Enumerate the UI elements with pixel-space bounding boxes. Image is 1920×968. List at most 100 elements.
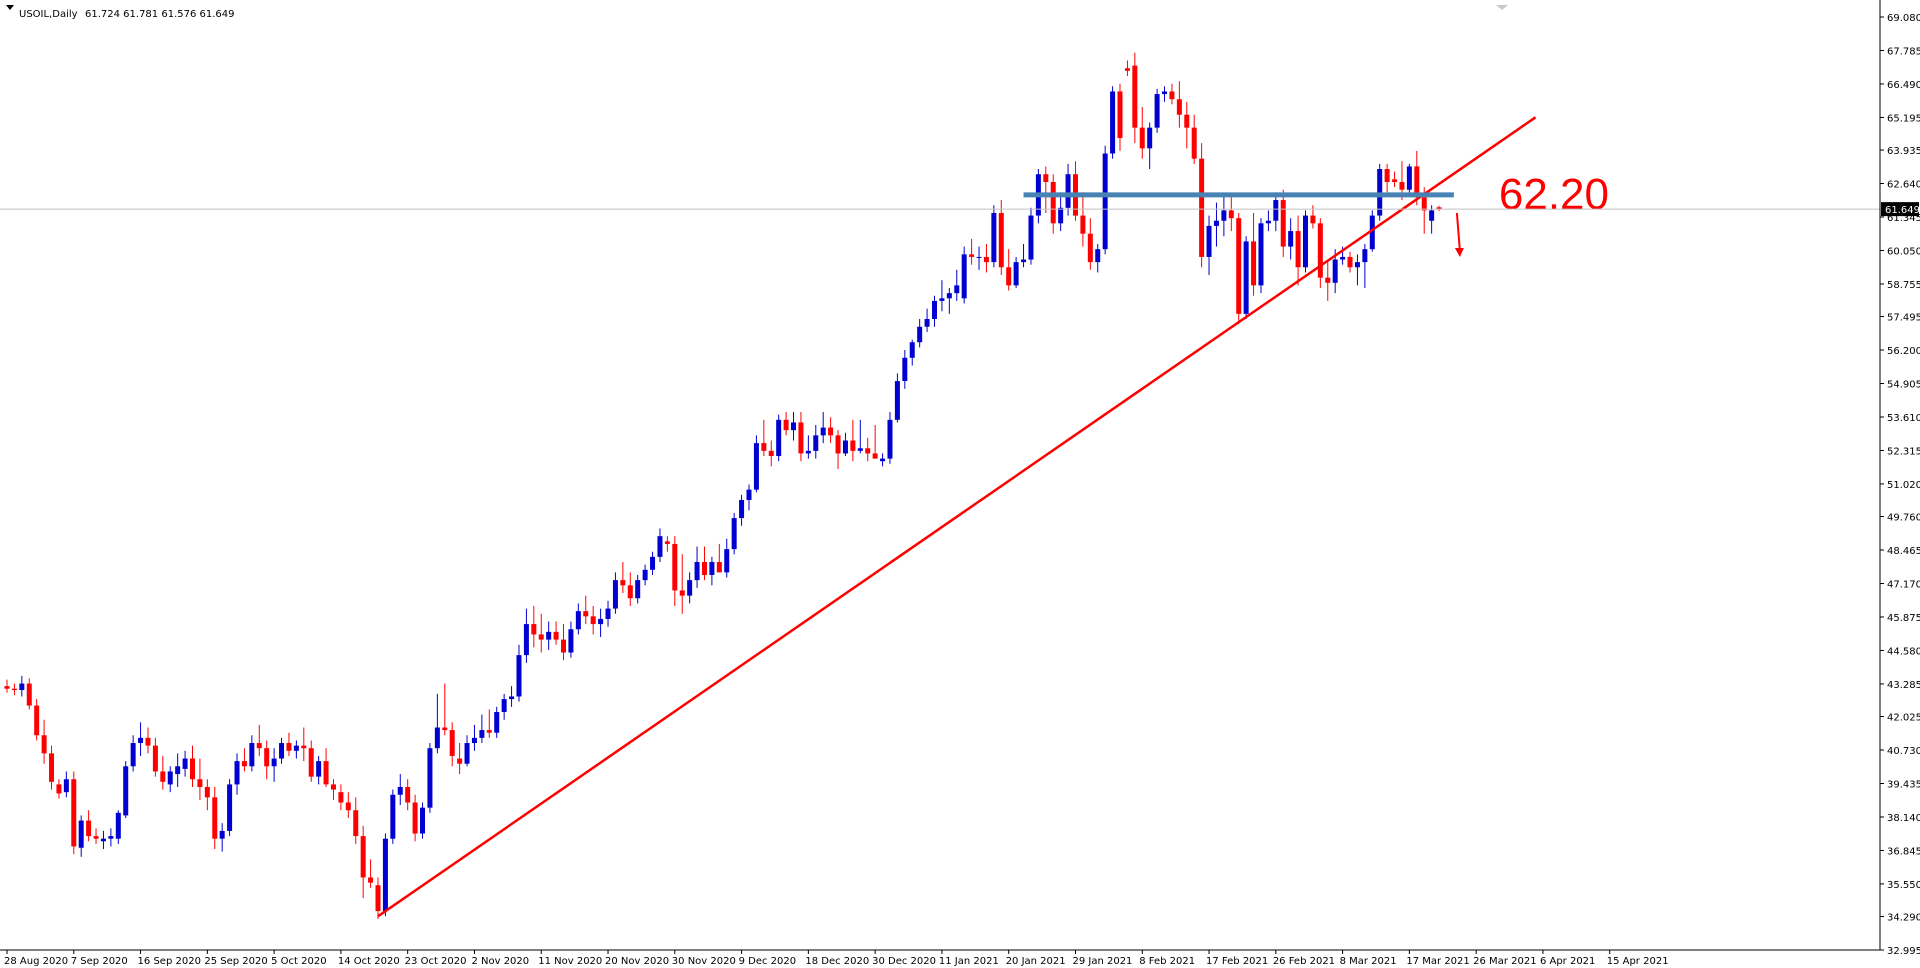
- candle-body: [605, 608, 611, 619]
- y-tick-label: 38.140: [1887, 813, 1920, 824]
- candle-body: [1013, 262, 1019, 286]
- candle-body: [1429, 210, 1435, 221]
- candle-body: [264, 748, 270, 767]
- candle-body: [679, 590, 685, 596]
- candle-body: [642, 569, 648, 581]
- candle-body: [1258, 223, 1264, 286]
- candle-body: [286, 743, 292, 751]
- candle-body: [553, 631, 559, 640]
- y-tick-label: 48.465: [1887, 546, 1920, 557]
- candle-body: [672, 543, 678, 591]
- y-tick-label: 36.845: [1887, 846, 1920, 857]
- candle-body: [1087, 233, 1093, 263]
- y-tick-label: 67.785: [1887, 46, 1920, 57]
- x-tick-label: 16 Sep 2020: [138, 956, 201, 967]
- candle-body: [375, 885, 381, 912]
- candle-body: [887, 419, 893, 459]
- candle-body: [939, 298, 945, 301]
- candle-body: [41, 735, 47, 754]
- scroll-marker-icon[interactable]: [1496, 5, 1508, 10]
- candle-body: [701, 562, 707, 575]
- y-tick-label: 52.315: [1887, 446, 1920, 457]
- candle-body: [917, 326, 923, 343]
- x-tick-label: 8 Mar 2021: [1340, 956, 1397, 967]
- x-tick-label: 25 Sep 2020: [204, 956, 267, 967]
- y-axis: 69.080 67.785 66.490 65.195 63.935 62.640 61.3…: [1879, 0, 1920, 957]
- x-tick-label: 8 Feb 2021: [1139, 956, 1195, 967]
- candle-body: [160, 771, 166, 782]
- candle-body: [501, 699, 507, 712]
- candle-body: [568, 629, 574, 653]
- candle-body: [1139, 127, 1145, 149]
- candle-body: [457, 758, 463, 764]
- candle-body: [145, 737, 151, 746]
- candle-body: [34, 705, 40, 736]
- dropdown-triangle-icon[interactable]: [6, 5, 14, 10]
- current-price-label: 61.649: [1885, 205, 1920, 216]
- candle-body: [152, 745, 158, 772]
- candle-body: [932, 300, 937, 319]
- candle-body: [4, 686, 10, 689]
- y-tick-label: 58.755: [1887, 280, 1920, 291]
- down-arrow-icon: [1454, 247, 1464, 257]
- candle-body: [880, 458, 886, 462]
- y-tick-label: 66.490: [1887, 80, 1920, 91]
- candle-body: [234, 761, 240, 785]
- candle-body: [865, 448, 871, 454]
- candle-body: [1303, 215, 1308, 268]
- candle-body: [1117, 91, 1123, 139]
- candle-body: [190, 758, 195, 780]
- candle-body: [412, 802, 418, 834]
- candle-body: [650, 556, 656, 570]
- annotations-layer: 62.20: [377, 116, 1609, 918]
- candle-body: [1006, 267, 1012, 286]
- candle-body: [753, 443, 759, 490]
- y-tick-label: 56.200: [1887, 346, 1920, 357]
- candle-body: [1221, 210, 1227, 221]
- x-tick-label: 5 Oct 2020: [271, 956, 326, 967]
- candle-body: [791, 422, 797, 431]
- x-tick-label: 18 Dec 2020: [805, 956, 869, 967]
- candle-body: [1236, 218, 1242, 314]
- candle-body: [946, 293, 952, 299]
- candle-body: [1332, 259, 1338, 283]
- candle-body: [1295, 231, 1301, 268]
- x-tick-label: 17 Feb 2021: [1206, 956, 1268, 967]
- x-tick-label: 23 Oct 2020: [405, 956, 467, 967]
- candle-body: [279, 743, 285, 759]
- candle-body: [1377, 169, 1383, 216]
- candle-body: [464, 743, 470, 764]
- chart-header: USOIL,Daily 61.724 61.781 61.576 61.649: [6, 5, 235, 20]
- candle-body: [86, 820, 92, 837]
- candle-body: [486, 730, 492, 733]
- candle-body: [1228, 210, 1234, 219]
- candle-body: [182, 758, 188, 769]
- candle-body: [1058, 207, 1064, 224]
- x-tick-label: 28 Aug 2020: [4, 956, 68, 967]
- candle-body: [1206, 225, 1212, 257]
- candle-body: [1406, 166, 1412, 190]
- candle-body: [330, 784, 336, 790]
- candle-body: [71, 779, 77, 847]
- y-tick-label: 61.345: [1887, 213, 1920, 224]
- candle-body: [1347, 256, 1353, 268]
- candle-body: [561, 639, 566, 653]
- candle-body: [857, 448, 863, 451]
- candle-body: [1184, 114, 1190, 128]
- candle-body: [783, 419, 789, 431]
- candle-body: [249, 743, 255, 767]
- candle-body: [442, 727, 448, 731]
- y-tick-label: 32.995: [1887, 946, 1920, 957]
- candle-body: [724, 549, 730, 573]
- candle-body: [1384, 169, 1390, 182]
- y-tick-label: 45.875: [1887, 613, 1920, 624]
- x-tick-label: 30 Dec 2020: [872, 956, 936, 967]
- candle-body: [1392, 179, 1398, 182]
- candle-body: [427, 748, 433, 808]
- y-tick-label: 60.050: [1887, 246, 1920, 257]
- x-tick-label: 9 Dec 2020: [739, 956, 797, 967]
- candle-body: [11, 688, 17, 691]
- x-axis: 28 Aug 2020 7 Sep 2020 16 Sep 2020 25 Sep 2…: [0, 949, 1880, 967]
- symbol-header: USOIL,Daily: [19, 9, 78, 20]
